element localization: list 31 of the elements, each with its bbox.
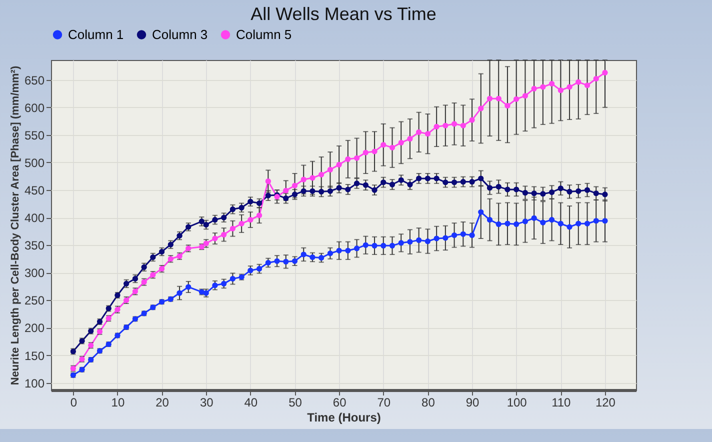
legend-label: Column 3 [152, 26, 208, 42]
y-tick-label: 450 [24, 184, 45, 198]
y-tick-label: 500 [24, 156, 45, 170]
y-tick-label: 400 [24, 211, 45, 226]
x-tick-label: 80 [422, 396, 436, 410]
x-tick-label: 100 [506, 396, 528, 410]
x-axis-title: Time (Hours) [307, 410, 381, 424]
y-tick-label: 100 [24, 376, 45, 390]
y-tick-label: 550 [24, 128, 45, 142]
x-tick-label: 120 [595, 396, 616, 410]
y-tick-label: 600 [24, 100, 45, 115]
y-tick-label: 350 [24, 238, 45, 253]
x-tick-label: 50 [288, 396, 302, 410]
x-tick-label: 10 [111, 396, 125, 410]
x-tick-label: 90 [466, 396, 480, 410]
chart-title: All Wells Mean vs Time [250, 4, 436, 24]
x-tick-label: 70 [377, 396, 391, 410]
x-tick-label: 60 [332, 396, 347, 410]
x-tick-label: 30 [200, 396, 214, 410]
legend-label: Column 5 [236, 26, 292, 42]
x-tick-label: 40 [244, 396, 258, 410]
y-tick-label: 650 [24, 73, 45, 88]
y-tick-label: 300 [24, 266, 45, 280]
y-tick-label: 200 [24, 321, 45, 336]
y-tick-label: 250 [24, 294, 45, 308]
x-tick-label: 0 [70, 396, 78, 410]
y-axis-title: Neurite Length per Cell-Body Cluster Area [Phase] (mm/mm²) [9, 66, 22, 386]
x-tick-label: 20 [156, 396, 170, 410]
legend-label: Column 1 [68, 26, 124, 42]
x-tick-label: 110 [552, 396, 572, 410]
y-tick-label: 150 [24, 348, 45, 363]
